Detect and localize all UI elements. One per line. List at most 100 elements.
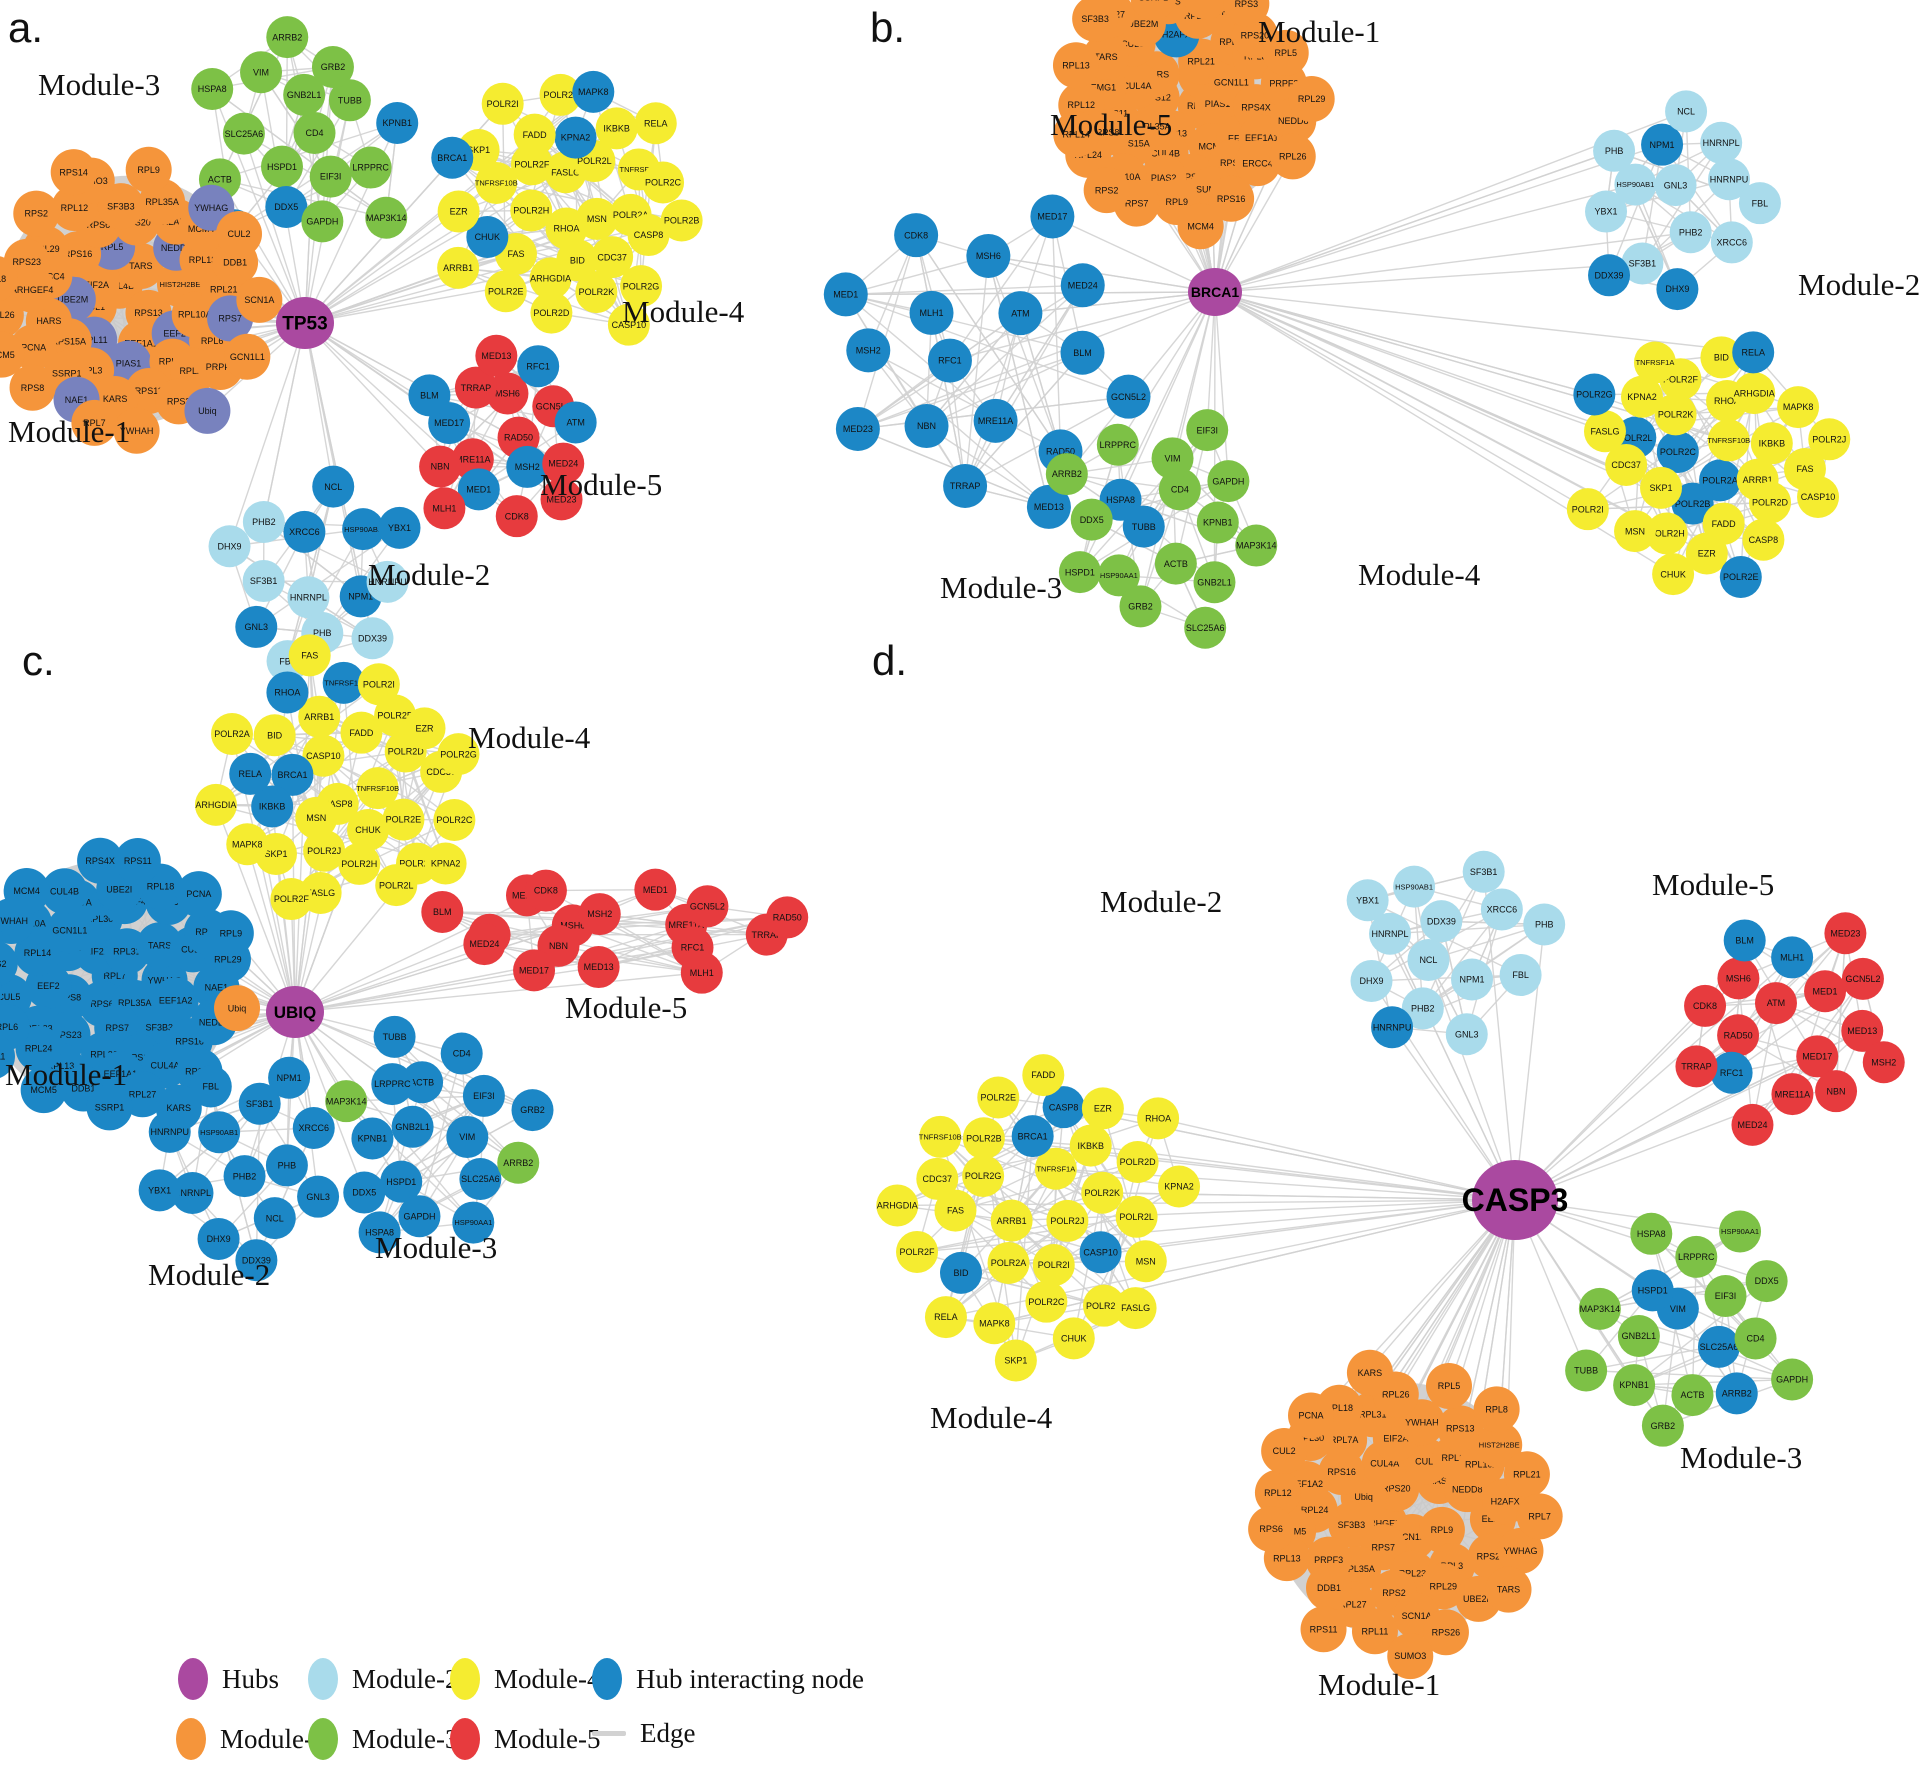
- node-RPL12[interactable]: [1254, 1469, 1301, 1516]
- node-TNFRSF10B[interactable]: [1707, 419, 1750, 462]
- node-ARHGDIA[interactable]: [529, 257, 572, 300]
- node-EZR[interactable]: [437, 190, 480, 233]
- node-ARRB2[interactable]: [1715, 1372, 1758, 1415]
- node-YBX1[interactable]: [378, 506, 421, 549]
- node-RPL5[interactable]: [1425, 1362, 1472, 1409]
- node-XRCC6[interactable]: [283, 510, 326, 553]
- node-ARRB1[interactable]: [437, 246, 480, 289]
- node-EZR[interactable]: [1685, 532, 1728, 575]
- node-PHB[interactable]: [265, 1144, 308, 1187]
- node-LRPPRC[interactable]: [349, 146, 392, 189]
- node-EIF3I[interactable]: [1704, 1275, 1747, 1318]
- node-RFC1[interactable]: [517, 345, 560, 388]
- node-DHX9[interactable]: [1350, 959, 1393, 1002]
- node-SF3B3[interactable]: [1072, 0, 1119, 42]
- node-PCNA[interactable]: [175, 871, 222, 918]
- node-GNB2L1[interactable]: [391, 1105, 434, 1148]
- node-ARHGDIA[interactable]: [876, 1184, 919, 1227]
- node-HNRNPU[interactable]: [148, 1110, 191, 1153]
- node-KARS[interactable]: [1346, 1349, 1393, 1396]
- node-FADD[interactable]: [340, 711, 383, 754]
- node-BRCA1[interactable]: [1011, 1115, 1054, 1158]
- node-RPS2[interactable]: [0, 941, 18, 987]
- node-RAD50[interactable]: [1717, 1014, 1760, 1057]
- node-HSP90AA1[interactable]: [1719, 1210, 1762, 1253]
- node-POLR2K[interactable]: [575, 271, 618, 314]
- node-MSN[interactable]: [1614, 510, 1657, 553]
- node-GNB2L1[interactable]: [1617, 1315, 1660, 1358]
- node-HSP90AB1[interactable]: [342, 508, 385, 551]
- node-RPL29[interactable]: [1420, 1563, 1467, 1610]
- node-TNFRSF1A[interactable]: [322, 661, 365, 704]
- node-POLR2H[interactable]: [510, 189, 553, 232]
- node-NPM1[interactable]: [268, 1056, 311, 1099]
- node-RPL29[interactable]: [1288, 75, 1335, 122]
- node-CDK8[interactable]: [495, 495, 538, 538]
- node-MLH1[interactable]: [909, 290, 954, 335]
- node-RPS8[interactable]: [9, 364, 56, 411]
- node-FASLG[interactable]: [1583, 410, 1626, 453]
- node-Ubiq[interactable]: [184, 387, 231, 434]
- node-CUL4B[interactable]: [41, 868, 88, 915]
- node-RPS2[interactable]: [1083, 167, 1130, 214]
- node-POLR2C[interactable]: [1656, 430, 1699, 473]
- node-GNB2L1[interactable]: [283, 73, 326, 116]
- node-SF3B1[interactable]: [238, 1082, 281, 1125]
- node-CDC37[interactable]: [1605, 444, 1648, 487]
- node-RPL9[interactable]: [207, 910, 254, 957]
- node-CDC37[interactable]: [916, 1157, 959, 1200]
- node-DHX9[interactable]: [1656, 268, 1699, 311]
- node-PCNA[interactable]: [1288, 1392, 1335, 1439]
- node-FADD[interactable]: [1022, 1054, 1065, 1097]
- node-POLR2J[interactable]: [539, 73, 582, 116]
- node-TNFRSF10B[interactable]: [475, 162, 518, 205]
- node-HSP90AA1[interactable]: [452, 1201, 495, 1244]
- node-HNRNPU[interactable]: [1708, 158, 1751, 201]
- node-KPNB1[interactable]: [351, 1117, 394, 1160]
- node-RPL11[interactable]: [0, 1033, 15, 1079]
- node-MSH2[interactable]: [846, 328, 891, 373]
- node-XRCC6[interactable]: [1480, 888, 1523, 931]
- node-GCN5L2[interactable]: [1106, 374, 1151, 419]
- node-BID[interactable]: [253, 714, 296, 757]
- node-GAPDH[interactable]: [1207, 460, 1250, 503]
- node-GCN5L2[interactable]: [686, 885, 729, 928]
- node-RPS13[interactable]: [1437, 1405, 1484, 1452]
- node-CDC37[interactable]: [591, 236, 634, 279]
- node-CASP10[interactable]: [1797, 475, 1840, 518]
- node-DDB1[interactable]: [1183, 0, 1229, 20]
- node-BLM[interactable]: [408, 374, 451, 417]
- node-MED13[interactable]: [1026, 484, 1071, 529]
- hub-TP53[interactable]: [276, 297, 334, 349]
- node-RPS4X[interactable]: [77, 837, 124, 884]
- node-MED13[interactable]: [577, 946, 620, 989]
- node-HNRNPL[interactable]: [287, 576, 330, 619]
- node-IKBKB[interactable]: [1750, 422, 1793, 465]
- node-POLR2E[interactable]: [382, 798, 425, 841]
- node-KPNA2[interactable]: [424, 842, 467, 885]
- node-SSRP1[interactable]: [86, 1084, 133, 1131]
- node-PHB2[interactable]: [223, 1155, 266, 1198]
- node-ATM[interactable]: [998, 291, 1043, 336]
- node-POLR2G[interactable]: [437, 733, 480, 776]
- node-MAPK8[interactable]: [1777, 386, 1820, 429]
- node-POLR2H[interactable]: [1082, 1284, 1125, 1327]
- node-SF3B3[interactable]: [1328, 1501, 1375, 1548]
- node-MAP3K14[interactable]: [325, 1080, 368, 1123]
- node-MCM5[interactable]: [0, 331, 25, 378]
- node-RPS16[interactable]: [1208, 175, 1255, 222]
- node-RFC1[interactable]: [1710, 1051, 1753, 1094]
- node-TUBB[interactable]: [373, 1015, 416, 1058]
- node-GAPDH[interactable]: [398, 1195, 441, 1238]
- node-MLH1[interactable]: [1771, 936, 1814, 979]
- node-GRB2[interactable]: [1641, 1404, 1684, 1447]
- node-ARHGDIA[interactable]: [194, 783, 237, 826]
- node-MSH2[interactable]: [578, 893, 621, 936]
- hub-UBIQ[interactable]: [266, 986, 324, 1038]
- node-PHB2[interactable]: [242, 500, 285, 543]
- node-BRCA1[interactable]: [271, 753, 314, 796]
- node-HNRNPU[interactable]: [1371, 1006, 1414, 1049]
- node-RPL21[interactable]: [1503, 1451, 1550, 1498]
- node-MED1[interactable]: [1804, 970, 1847, 1013]
- node-RPL9[interactable]: [125, 146, 172, 193]
